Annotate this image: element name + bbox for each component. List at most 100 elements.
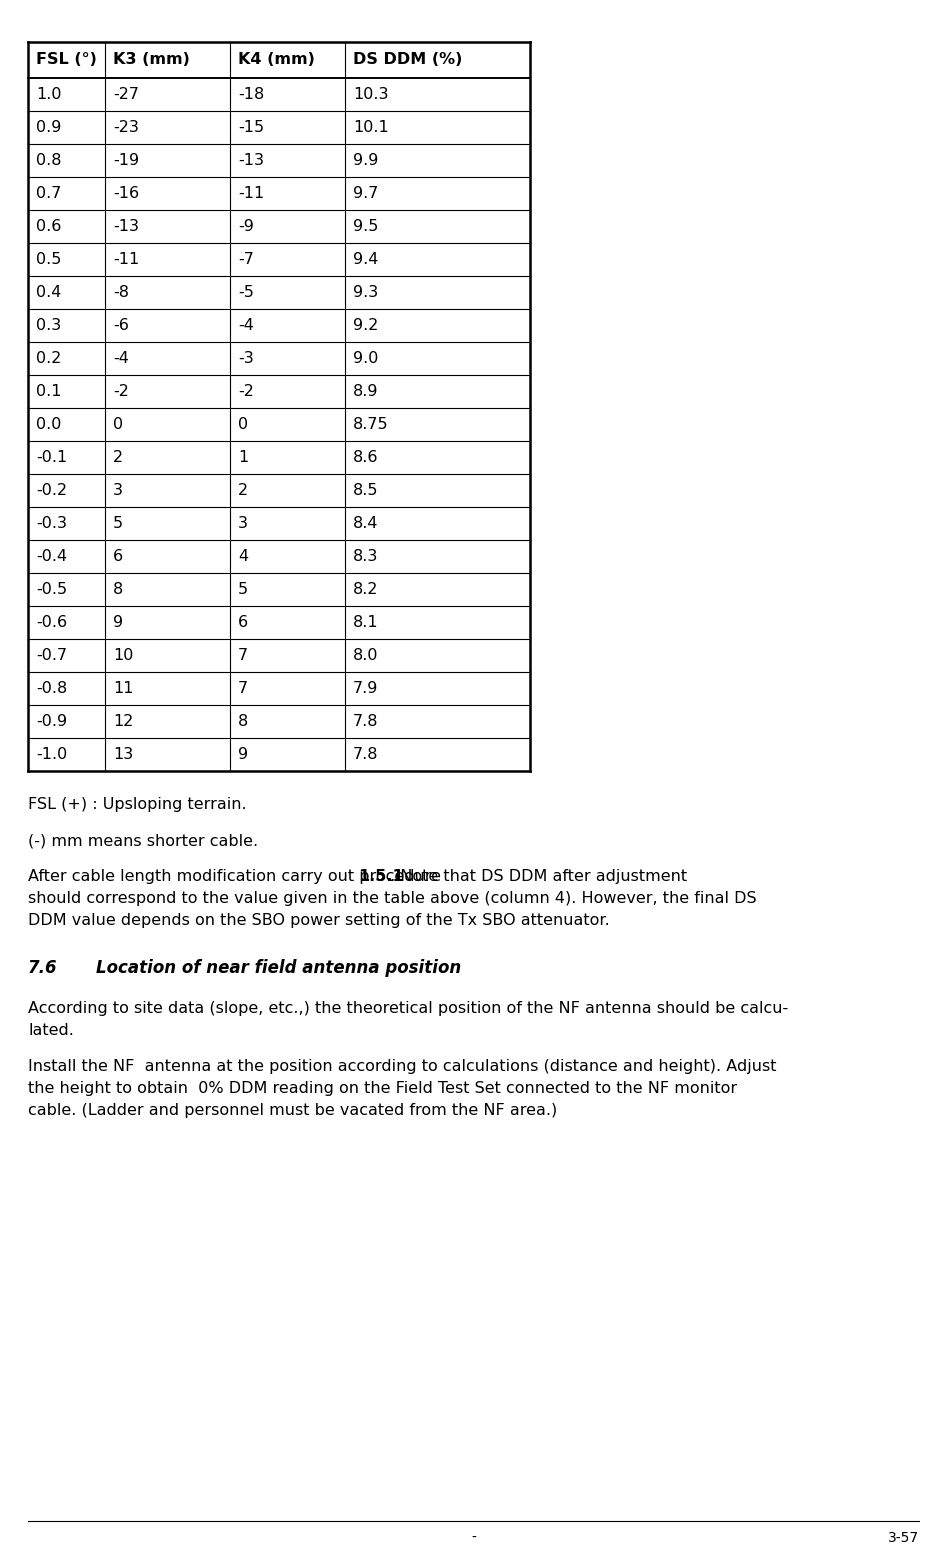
Text: 9.4: 9.4 [353,252,379,267]
Text: (-) mm means shorter cable.: (-) mm means shorter cable. [28,833,259,849]
Text: 9: 9 [113,614,123,630]
Text: -5: -5 [238,284,254,300]
Text: -6: -6 [113,317,129,333]
Text: -19: -19 [113,153,139,167]
Text: 0.7: 0.7 [36,186,62,202]
Text: 0.6: 0.6 [36,219,62,234]
Text: -13: -13 [113,219,139,234]
Text: 0.3: 0.3 [36,317,62,333]
Text: -13: -13 [238,153,264,167]
Text: 7: 7 [238,681,248,696]
Text: 0.0: 0.0 [36,417,62,431]
Text: 0.2: 0.2 [36,352,62,366]
Text: 8.3: 8.3 [353,549,379,564]
Text: 7.6: 7.6 [28,960,58,977]
Text: 0.1: 0.1 [36,384,62,399]
Text: 8: 8 [238,714,248,728]
Text: -0.4: -0.4 [36,549,67,564]
Text: -0.6: -0.6 [36,614,67,630]
Text: -1.0: -1.0 [36,747,67,763]
Text: 0: 0 [238,417,248,431]
Text: 7: 7 [238,649,248,663]
Text: -2: -2 [238,384,254,399]
Text: -0.5: -0.5 [36,581,67,597]
Text: -23: -23 [113,120,139,134]
Text: 3: 3 [113,483,123,499]
Text: Location of near field antenna position: Location of near field antenna position [96,960,461,977]
Text: 5: 5 [238,581,248,597]
Text: DS DDM (%): DS DDM (%) [353,53,462,67]
Text: -4: -4 [238,317,254,333]
Text: 9.9: 9.9 [353,153,379,167]
Text: -0.8: -0.8 [36,681,67,696]
Text: -7: -7 [238,252,254,267]
Text: 6: 6 [113,549,123,564]
Text: 0.5: 0.5 [36,252,62,267]
Text: 4: 4 [238,549,248,564]
Text: 9.5: 9.5 [353,219,379,234]
Text: -0.3: -0.3 [36,516,67,531]
Text: 8.4: 8.4 [353,516,379,531]
Text: K4 (mm): K4 (mm) [238,53,314,67]
Text: FSL (°): FSL (°) [36,53,97,67]
Text: 7.8: 7.8 [353,714,379,728]
Text: 6: 6 [238,614,248,630]
Text: 12: 12 [113,714,134,728]
Text: 3-57: 3-57 [888,1532,919,1544]
Text: 2: 2 [113,450,123,466]
Text: 2: 2 [238,483,248,499]
Text: 8.0: 8.0 [353,649,379,663]
Text: 8.5: 8.5 [353,483,379,499]
Text: -18: -18 [238,88,264,102]
Text: 10: 10 [113,649,134,663]
Text: cable. (Ladder and personnel must be vacated from the NF area.): cable. (Ladder and personnel must be vac… [28,1103,557,1118]
Text: 7.8: 7.8 [353,747,379,763]
Text: . Note that DS DDM after adjustment: . Note that DS DDM after adjustment [390,869,688,885]
Text: 7.9: 7.9 [353,681,379,696]
Text: 8.9: 8.9 [353,384,379,399]
Text: 5: 5 [113,516,123,531]
Text: 9.7: 9.7 [353,186,379,202]
Text: 8: 8 [113,581,123,597]
Text: 9.2: 9.2 [353,317,379,333]
Text: -9: -9 [238,219,254,234]
Text: -0.1: -0.1 [36,450,67,466]
Text: According to site data (slope, etc.,) the theoretical position of the NF antenna: According to site data (slope, etc.,) th… [28,1000,788,1016]
Text: -11: -11 [113,252,139,267]
Text: After cable length modification carry out procedure: After cable length modification carry ou… [28,869,446,885]
Text: 1.0: 1.0 [36,88,62,102]
Text: 9.3: 9.3 [353,284,378,300]
Text: 1.5.1: 1.5.1 [358,869,403,885]
Text: -3: -3 [238,352,254,366]
Text: -27: -27 [113,88,139,102]
Text: 9.0: 9.0 [353,352,379,366]
Text: 10.1: 10.1 [353,120,389,134]
Text: 0.8: 0.8 [36,153,62,167]
Text: -: - [471,1532,476,1544]
Text: -4: -4 [113,352,129,366]
Text: FSL (+) : Upsloping terrain.: FSL (+) : Upsloping terrain. [28,797,246,813]
Text: -8: -8 [113,284,129,300]
Text: -0.2: -0.2 [36,483,67,499]
Text: K3 (mm): K3 (mm) [113,53,190,67]
Text: the height to obtain  0% DDM reading on the Field Test Set connected to the NF m: the height to obtain 0% DDM reading on t… [28,1082,737,1096]
Text: -16: -16 [113,186,139,202]
Text: DDM value depends on the SBO power setting of the Tx SBO attenuator.: DDM value depends on the SBO power setti… [28,913,610,928]
Text: -0.9: -0.9 [36,714,67,728]
Text: 3: 3 [238,516,248,531]
Text: 0.4: 0.4 [36,284,62,300]
Text: -0.7: -0.7 [36,649,67,663]
Text: 8.2: 8.2 [353,581,379,597]
Text: 0.9: 0.9 [36,120,62,134]
Text: 10.3: 10.3 [353,88,388,102]
Text: Install the NF  antenna at the position according to calculations (distance and : Install the NF antenna at the position a… [28,1060,777,1074]
Text: should correspond to the value given in the table above (column 4). However, the: should correspond to the value given in … [28,891,757,907]
Text: 8.1: 8.1 [353,614,379,630]
Text: 9: 9 [238,747,248,763]
Text: 13: 13 [113,747,134,763]
Text: -11: -11 [238,186,264,202]
Text: 11: 11 [113,681,134,696]
Text: 0: 0 [113,417,123,431]
Text: 1: 1 [238,450,248,466]
Text: -2: -2 [113,384,129,399]
